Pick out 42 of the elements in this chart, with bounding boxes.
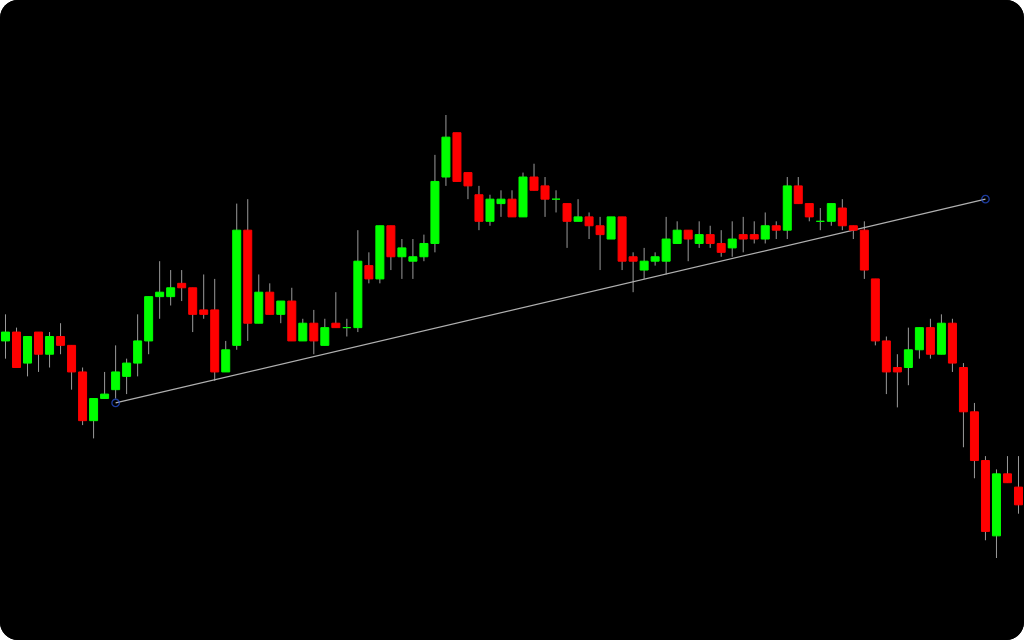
candlestick (45, 331, 55, 369)
candlestick (694, 220, 704, 249)
candlestick (89, 398, 99, 439)
candlestick (1002, 455, 1012, 484)
candlestick (738, 216, 748, 253)
candlestick (507, 189, 517, 218)
candlestick (320, 318, 330, 346)
candlestick (364, 251, 374, 284)
candlestick (573, 198, 583, 222)
candlestick (826, 203, 836, 227)
candlestick (1, 313, 11, 360)
candlestick (199, 273, 209, 320)
candlestick (309, 309, 319, 355)
candlestick (100, 371, 110, 400)
candlestick (562, 203, 572, 249)
candlestick (672, 220, 682, 244)
candlestick (166, 269, 176, 306)
candlestick (892, 353, 902, 408)
candlestick (331, 291, 341, 329)
candlestick (177, 269, 187, 302)
candlestick (155, 260, 165, 320)
candlestick (276, 300, 286, 324)
candlestick (727, 220, 737, 258)
candlestick (749, 220, 759, 244)
candlestick (606, 216, 616, 240)
candlestick (705, 225, 715, 249)
candlestick (716, 229, 726, 258)
candlestick (265, 282, 275, 315)
candlestick (122, 358, 132, 395)
candlestick (903, 327, 913, 386)
candlestick (914, 327, 924, 360)
candlestick (1013, 455, 1023, 515)
candlestick (298, 318, 308, 342)
candlestick (661, 216, 671, 275)
candlestick (34, 331, 44, 373)
candlestick (793, 176, 803, 205)
candlestick (683, 229, 693, 262)
candlestick (837, 198, 847, 231)
candlestick (56, 322, 66, 355)
candlestick (760, 211, 770, 244)
candlestick (133, 313, 143, 377)
candlestick (221, 340, 231, 373)
